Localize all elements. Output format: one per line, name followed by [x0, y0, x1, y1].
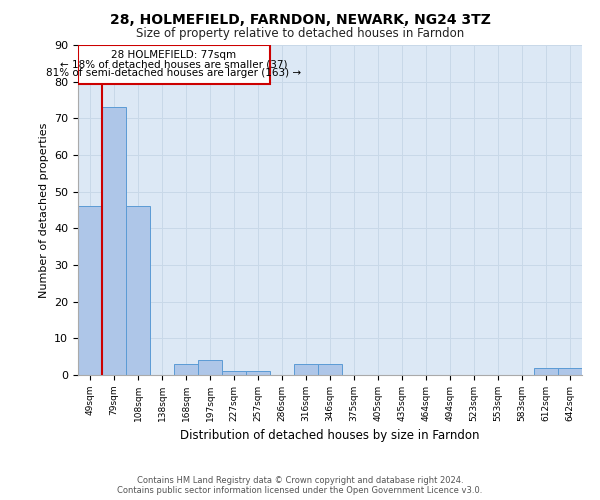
Text: 81% of semi-detached houses are larger (163) →: 81% of semi-detached houses are larger (…: [46, 68, 302, 78]
Bar: [558, 368, 582, 375]
Bar: [318, 364, 342, 375]
Bar: [126, 206, 150, 375]
Bar: [246, 372, 270, 375]
X-axis label: Distribution of detached houses by size in Farndon: Distribution of detached houses by size …: [180, 430, 480, 442]
Bar: [222, 372, 246, 375]
Bar: [534, 368, 558, 375]
Bar: [174, 364, 198, 375]
Y-axis label: Number of detached properties: Number of detached properties: [38, 122, 49, 298]
Text: 28 HOLMEFIELD: 77sqm: 28 HOLMEFIELD: 77sqm: [112, 50, 236, 60]
Bar: [102, 108, 126, 375]
Text: Contains HM Land Registry data © Crown copyright and database right 2024.
Contai: Contains HM Land Registry data © Crown c…: [118, 476, 482, 495]
FancyBboxPatch shape: [78, 45, 270, 84]
Bar: [78, 206, 102, 375]
Text: 28, HOLMEFIELD, FARNDON, NEWARK, NG24 3TZ: 28, HOLMEFIELD, FARNDON, NEWARK, NG24 3T…: [110, 12, 490, 26]
Bar: [198, 360, 222, 375]
Bar: [294, 364, 318, 375]
Text: Size of property relative to detached houses in Farndon: Size of property relative to detached ho…: [136, 28, 464, 40]
Text: ← 18% of detached houses are smaller (37): ← 18% of detached houses are smaller (37…: [60, 59, 288, 69]
